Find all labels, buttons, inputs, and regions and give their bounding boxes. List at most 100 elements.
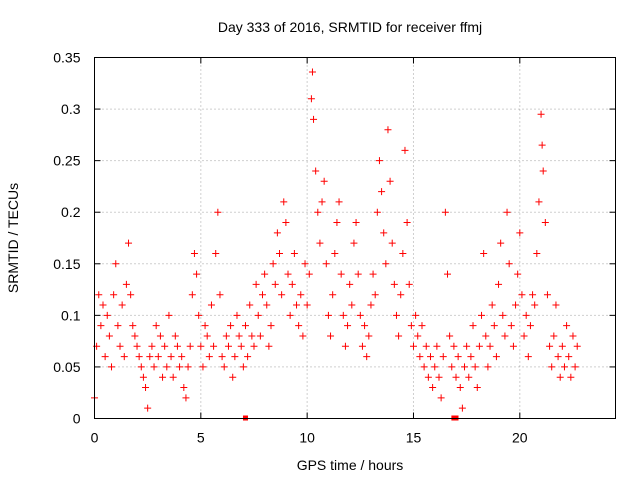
data-point xyxy=(505,260,513,268)
data-point xyxy=(533,249,541,257)
data-point xyxy=(473,384,481,392)
data-point xyxy=(537,110,545,118)
data-point xyxy=(352,219,360,227)
data-point xyxy=(284,270,292,278)
y-tick-label: 0.35 xyxy=(53,50,80,66)
data-point xyxy=(163,363,171,371)
x-tick-label: 5 xyxy=(197,430,205,446)
data-point xyxy=(125,239,133,247)
data-point xyxy=(378,188,386,196)
data-point xyxy=(159,373,167,381)
data-point xyxy=(301,260,309,268)
data-point xyxy=(195,311,203,319)
data-point xyxy=(295,322,303,330)
data-point xyxy=(173,342,181,350)
data-point xyxy=(495,280,503,288)
data-point xyxy=(458,404,466,412)
data-point xyxy=(371,291,379,299)
data-point xyxy=(235,332,243,340)
data-point xyxy=(135,353,143,361)
data-point xyxy=(184,363,192,371)
data-point xyxy=(280,198,288,206)
data-point xyxy=(203,332,211,340)
data-point xyxy=(501,332,509,340)
data-point xyxy=(220,363,228,371)
data-point xyxy=(263,301,271,309)
data-point xyxy=(401,146,409,154)
data-point xyxy=(529,291,537,299)
data-point xyxy=(144,404,152,412)
data-point xyxy=(122,280,130,288)
data-point xyxy=(478,311,486,319)
data-point xyxy=(210,342,218,350)
x-tick-label: 10 xyxy=(299,430,315,446)
data-point xyxy=(278,291,286,299)
data-point xyxy=(554,353,562,361)
data-point xyxy=(312,167,320,175)
data-point xyxy=(165,311,173,319)
data-point xyxy=(446,332,454,340)
data-point xyxy=(148,342,156,350)
x-tick-label: 15 xyxy=(406,430,422,446)
data-point xyxy=(563,322,571,330)
data-point xyxy=(310,115,318,123)
data-point xyxy=(297,291,305,299)
data-point xyxy=(354,270,362,278)
data-point xyxy=(461,363,469,371)
data-point xyxy=(103,311,111,319)
data-point xyxy=(388,239,396,247)
data-point xyxy=(335,198,343,206)
y-tick-label: 0.1 xyxy=(61,307,81,323)
data-point xyxy=(161,342,169,350)
data-point xyxy=(416,353,424,361)
data-point xyxy=(261,270,269,278)
data-point xyxy=(207,301,215,309)
data-point xyxy=(276,249,284,257)
data-point xyxy=(307,95,315,103)
data-point xyxy=(110,291,118,299)
data-point xyxy=(465,373,473,381)
data-point xyxy=(186,342,194,350)
data-point xyxy=(454,353,462,361)
data-point xyxy=(475,342,483,350)
data-point xyxy=(552,301,560,309)
data-point xyxy=(444,270,452,278)
data-point xyxy=(507,322,515,330)
data-point xyxy=(139,373,147,381)
data-point xyxy=(252,280,260,288)
data-point xyxy=(322,260,330,268)
plot-frame xyxy=(94,57,616,419)
data-point xyxy=(258,291,266,299)
data-point xyxy=(452,373,460,381)
data-points xyxy=(91,68,581,412)
data-point xyxy=(231,353,239,361)
data-point xyxy=(97,322,105,330)
data-point xyxy=(256,332,264,340)
data-point xyxy=(222,332,230,340)
data-point xyxy=(543,291,551,299)
data-point xyxy=(358,342,366,350)
data-point xyxy=(363,353,371,361)
data-point xyxy=(424,373,432,381)
data-point xyxy=(420,363,428,371)
data-point xyxy=(333,219,341,227)
data-point xyxy=(573,342,581,350)
data-point xyxy=(356,311,364,319)
data-point xyxy=(522,311,530,319)
data-point xyxy=(469,322,477,330)
data-point xyxy=(550,332,558,340)
data-point xyxy=(565,353,573,361)
data-point xyxy=(250,342,258,350)
data-point xyxy=(205,353,213,361)
data-point xyxy=(327,332,335,340)
data-point xyxy=(556,373,564,381)
data-point xyxy=(178,353,186,361)
data-point xyxy=(320,177,328,185)
data-point xyxy=(288,280,296,288)
data-point xyxy=(414,332,422,340)
data-point xyxy=(299,332,307,340)
data-point xyxy=(154,353,162,361)
grid xyxy=(94,57,616,419)
y-tick-label: 0.25 xyxy=(53,153,80,169)
data-point xyxy=(237,342,245,350)
